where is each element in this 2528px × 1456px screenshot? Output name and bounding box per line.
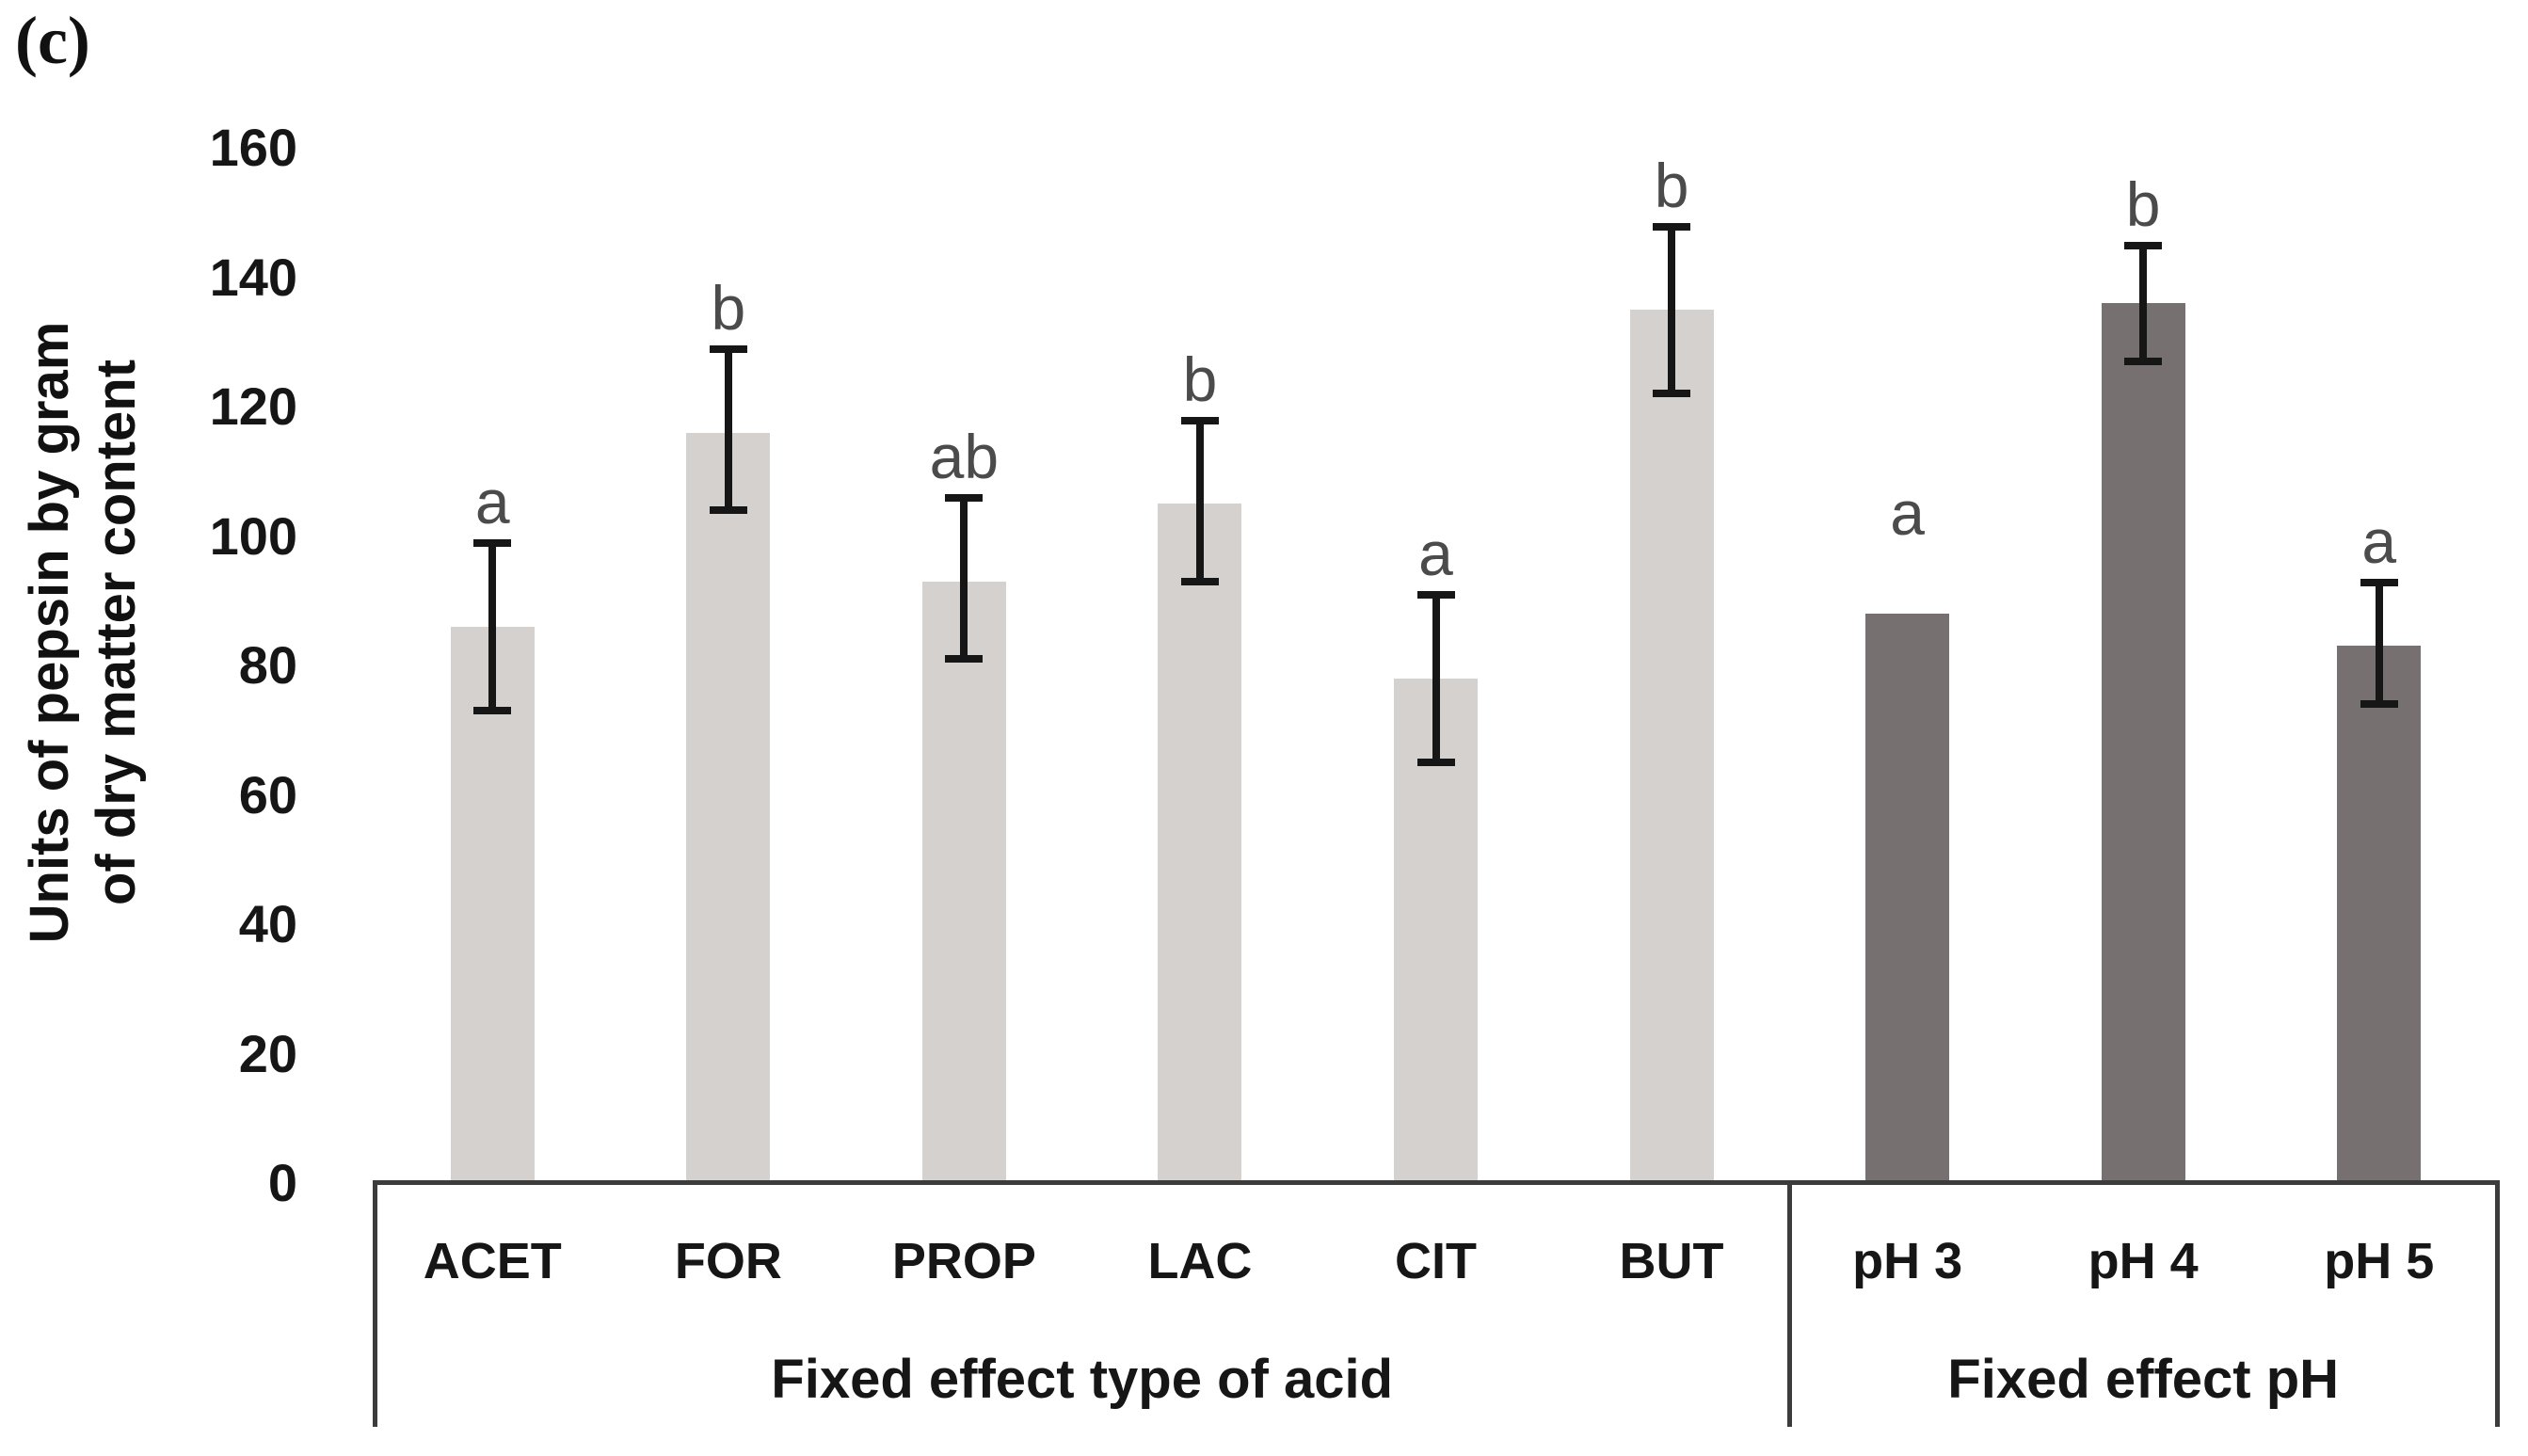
- bar-prop: [921, 581, 1006, 1185]
- error-bar-bottom-cap-prop: [945, 655, 984, 664]
- error-bar-line-ph-5: [2375, 581, 2383, 705]
- y-axis-title-line1: Units of pepsin by gram: [19, 321, 80, 944]
- significance-letter-prop: ab: [929, 422, 1000, 492]
- error-bar-top-cap-lac: [1180, 416, 1219, 424]
- category-label-for: FOR: [674, 1233, 782, 1289]
- error-bar-bottom-cap-cit: [1416, 759, 1455, 767]
- category-label-ph-3: pH 3: [1852, 1233, 1963, 1289]
- significance-letter-lac: b: [1182, 344, 1218, 414]
- bar-lac: [1158, 504, 1242, 1185]
- y-tick-label-60: 60: [238, 764, 297, 824]
- error-bar-bottom-cap-ph-4: [2124, 357, 2163, 365]
- error-bar-top-cap-acet: [473, 539, 512, 548]
- error-bar-bottom-cap-but: [1653, 390, 1691, 398]
- y-tick-label-0: 0: [267, 1153, 297, 1212]
- error-bar-top-cap-prop: [945, 494, 984, 503]
- error-bar-top-cap-ph-5: [2360, 578, 2398, 586]
- category-label-ph-4: pH 4: [2088, 1233, 2199, 1289]
- error-bar-bottom-cap-lac: [1180, 577, 1219, 585]
- panel-letter-label: (c): [15, 3, 90, 78]
- y-tick-label-80: 80: [238, 635, 297, 695]
- middle-border-line: [1787, 1180, 1793, 1427]
- bar-ph-3: [1865, 614, 1950, 1185]
- category-label-acet: ACET: [423, 1233, 562, 1289]
- category-label-cit: CIT: [1395, 1233, 1477, 1289]
- y-tick-label-160: 160: [209, 118, 297, 177]
- error-bar-line-but: [1668, 225, 1676, 394]
- left-border-line: [373, 1180, 377, 1427]
- error-bar-bottom-cap-for: [709, 506, 747, 514]
- y-tick-label-100: 100: [209, 505, 297, 566]
- group-label-ph: Fixed effect pH: [1947, 1349, 2340, 1410]
- significance-letter-ph-5: a: [2361, 505, 2397, 576]
- bar-ph-4: [2101, 303, 2185, 1185]
- error-bar-top-cap-cit: [1416, 591, 1455, 600]
- significance-letter-for: b: [711, 273, 746, 344]
- error-bar-top-cap-but: [1653, 222, 1691, 231]
- significance-letter-but: b: [1654, 150, 1689, 220]
- error-bar-line-ph-4: [2139, 245, 2148, 361]
- right-border-line: [2495, 1180, 2500, 1427]
- bar-for: [686, 432, 771, 1185]
- bar-but: [1629, 309, 1714, 1185]
- category-label-ph-5: pH 5: [2324, 1233, 2435, 1289]
- error-bar-top-cap-for: [709, 345, 747, 354]
- y-tick-label-120: 120: [209, 376, 297, 436]
- category-label-but: BUT: [1619, 1233, 1724, 1289]
- error-bar-bottom-cap-ph-5: [2360, 700, 2398, 709]
- error-bar-top-cap-ph-4: [2124, 242, 2163, 250]
- error-bar-line-lac: [1195, 419, 1204, 582]
- y-tick-label-20: 20: [238, 1023, 297, 1083]
- error-bar-line-acet: [488, 542, 497, 712]
- error-bar-line-prop: [960, 497, 968, 660]
- y-tick-label-140: 140: [209, 247, 297, 307]
- x-axis-line: [373, 1180, 2500, 1185]
- category-label-lac: LAC: [1147, 1233, 1253, 1289]
- bar-ph-5: [2337, 646, 2422, 1185]
- significance-letter-cit: a: [1418, 519, 1453, 589]
- error-bar-bottom-cap-acet: [473, 707, 512, 715]
- error-bar-line-cit: [1432, 594, 1440, 763]
- bar-acet: [450, 626, 535, 1185]
- category-label-prop: PROP: [891, 1233, 1036, 1289]
- error-bar-line-for: [724, 348, 732, 510]
- significance-letter-ph-4: b: [2125, 169, 2161, 240]
- significance-letter-ph-3: a: [1890, 478, 1925, 548]
- y-tick-label-40: 40: [238, 894, 297, 953]
- significance-letter-acet: a: [474, 467, 510, 537]
- group-label-acid: Fixed effect type of acid: [771, 1349, 1394, 1410]
